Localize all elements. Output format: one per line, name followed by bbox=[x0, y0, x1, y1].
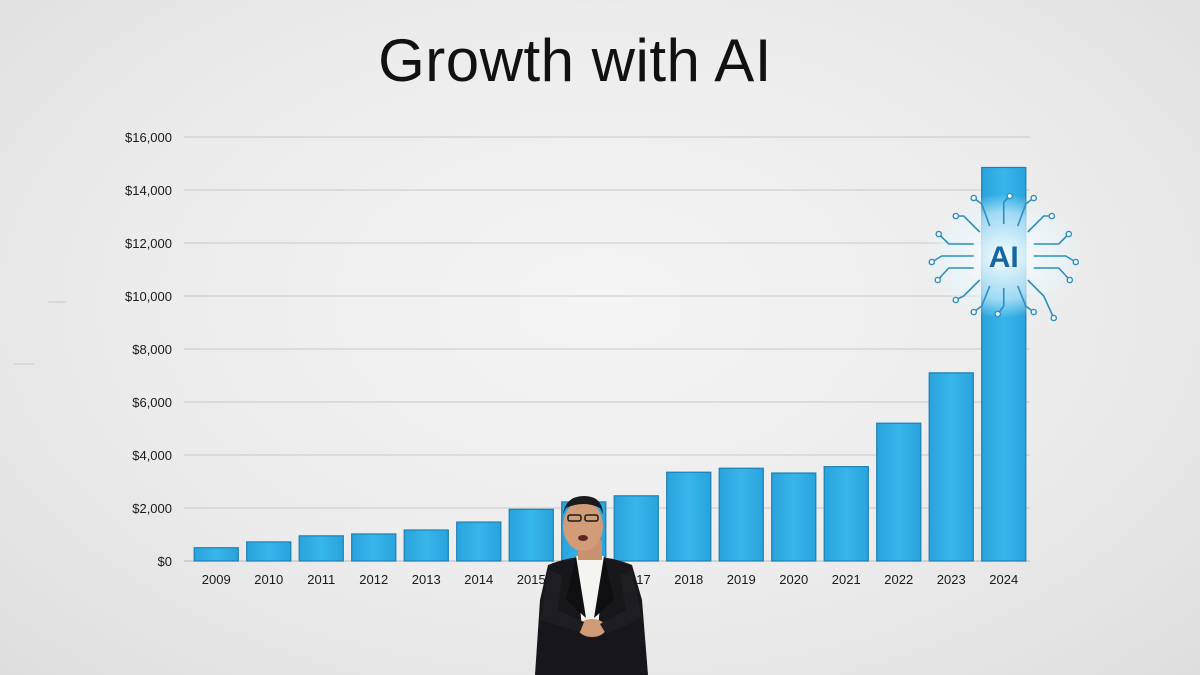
circuit-trace bbox=[937, 267, 974, 281]
circuit-node bbox=[1048, 212, 1056, 220]
x-tick-label: 2020 bbox=[779, 572, 808, 587]
circuit-node bbox=[935, 230, 943, 238]
x-tick-label: 2014 bbox=[464, 572, 493, 587]
speaker-head bbox=[563, 501, 603, 551]
circuit-brain-icon: AI bbox=[923, 192, 1084, 322]
x-tick-label: 2019 bbox=[727, 572, 756, 587]
bar bbox=[246, 541, 292, 562]
circuit-trace bbox=[1033, 255, 1077, 263]
circuit-trace bbox=[1017, 285, 1035, 313]
bar bbox=[193, 547, 239, 562]
x-tick-label: 2012 bbox=[359, 572, 388, 587]
ai-badge-label: AI bbox=[989, 241, 1019, 274]
circuit-trace bbox=[1016, 197, 1035, 227]
bar bbox=[298, 535, 344, 562]
x-tick-label: 2015 bbox=[517, 572, 546, 587]
speaker-hands bbox=[578, 619, 606, 637]
x-tick-label: 2011 bbox=[307, 572, 335, 587]
bar bbox=[771, 472, 817, 562]
y-tick-label: $8,000 bbox=[132, 342, 172, 357]
x-tick-label: 2023 bbox=[937, 572, 966, 587]
circuit-node bbox=[928, 258, 936, 266]
speaker-lapel-right bbox=[594, 556, 614, 618]
x-tick-label: 2010 bbox=[254, 572, 283, 587]
bar bbox=[823, 466, 869, 562]
circuit-trace bbox=[973, 285, 991, 313]
circuit-trace bbox=[973, 197, 991, 227]
y-tick-label: $12,000 bbox=[125, 236, 172, 251]
circuit-trace bbox=[938, 233, 974, 245]
circuit-trace bbox=[997, 288, 1005, 315]
x-tick-label: 2024 bbox=[989, 572, 1018, 587]
y-tick-label: $6,000 bbox=[132, 395, 172, 410]
circuit-node bbox=[1006, 192, 1014, 200]
bar bbox=[403, 529, 449, 562]
circuit-node bbox=[952, 296, 960, 304]
circuit-node bbox=[952, 212, 960, 220]
circuit-node bbox=[1066, 276, 1074, 284]
y-tick-label: $0 bbox=[158, 554, 172, 569]
speaker-glasses-right bbox=[584, 514, 599, 522]
circuit-trace bbox=[1033, 267, 1071, 281]
speaker-sleeve-left bbox=[540, 570, 584, 632]
bar bbox=[508, 508, 554, 562]
y-tick-label: $4,000 bbox=[132, 448, 172, 463]
bar bbox=[718, 467, 764, 562]
y-axis-tick-labels: $0 $2,000 $4,000 $6,000 $8,000 $10,000 $12,000… bbox=[125, 130, 172, 569]
speaker-hair bbox=[563, 496, 603, 514]
bar bbox=[351, 533, 397, 562]
y-tick-label: $14,000 bbox=[125, 183, 172, 198]
circuit-node bbox=[1050, 314, 1058, 322]
speaker-glasses-left bbox=[567, 514, 582, 522]
y-tick-label: $16,000 bbox=[125, 130, 172, 145]
x-tick-label: 2018 bbox=[674, 572, 703, 587]
circuit-node bbox=[1030, 308, 1038, 316]
bar bbox=[666, 471, 712, 562]
speaker-lapel-left bbox=[566, 556, 586, 618]
x-tick-label: 2021 bbox=[832, 572, 861, 587]
x-tick-label: 2013 bbox=[412, 572, 441, 587]
circuit-node bbox=[994, 310, 1002, 318]
circuit-node bbox=[1072, 258, 1080, 266]
x-tick-label: 2022 bbox=[884, 572, 913, 587]
bar bbox=[456, 521, 502, 562]
bar bbox=[876, 422, 922, 562]
speaker-mouth bbox=[578, 535, 588, 541]
slide-title: Growth with AI bbox=[378, 27, 772, 94]
y-tick-label: $2,000 bbox=[132, 501, 172, 516]
circuit-trace bbox=[1027, 279, 1055, 319]
circuit-node bbox=[1030, 194, 1038, 202]
circuit-node bbox=[970, 308, 978, 316]
circuit-trace bbox=[931, 255, 974, 263]
x-tick-label: 2009 bbox=[202, 572, 231, 587]
ai-glow bbox=[923, 194, 1084, 318]
circuit-node bbox=[1065, 230, 1073, 238]
speaker-sleeve-right bbox=[600, 570, 642, 634]
circuit-node bbox=[934, 276, 942, 284]
bar bbox=[613, 495, 659, 562]
y-tick-label: $10,000 bbox=[125, 289, 172, 304]
circuit-trace bbox=[1033, 233, 1070, 245]
bar bbox=[928, 372, 974, 562]
circuit-node bbox=[970, 194, 978, 202]
